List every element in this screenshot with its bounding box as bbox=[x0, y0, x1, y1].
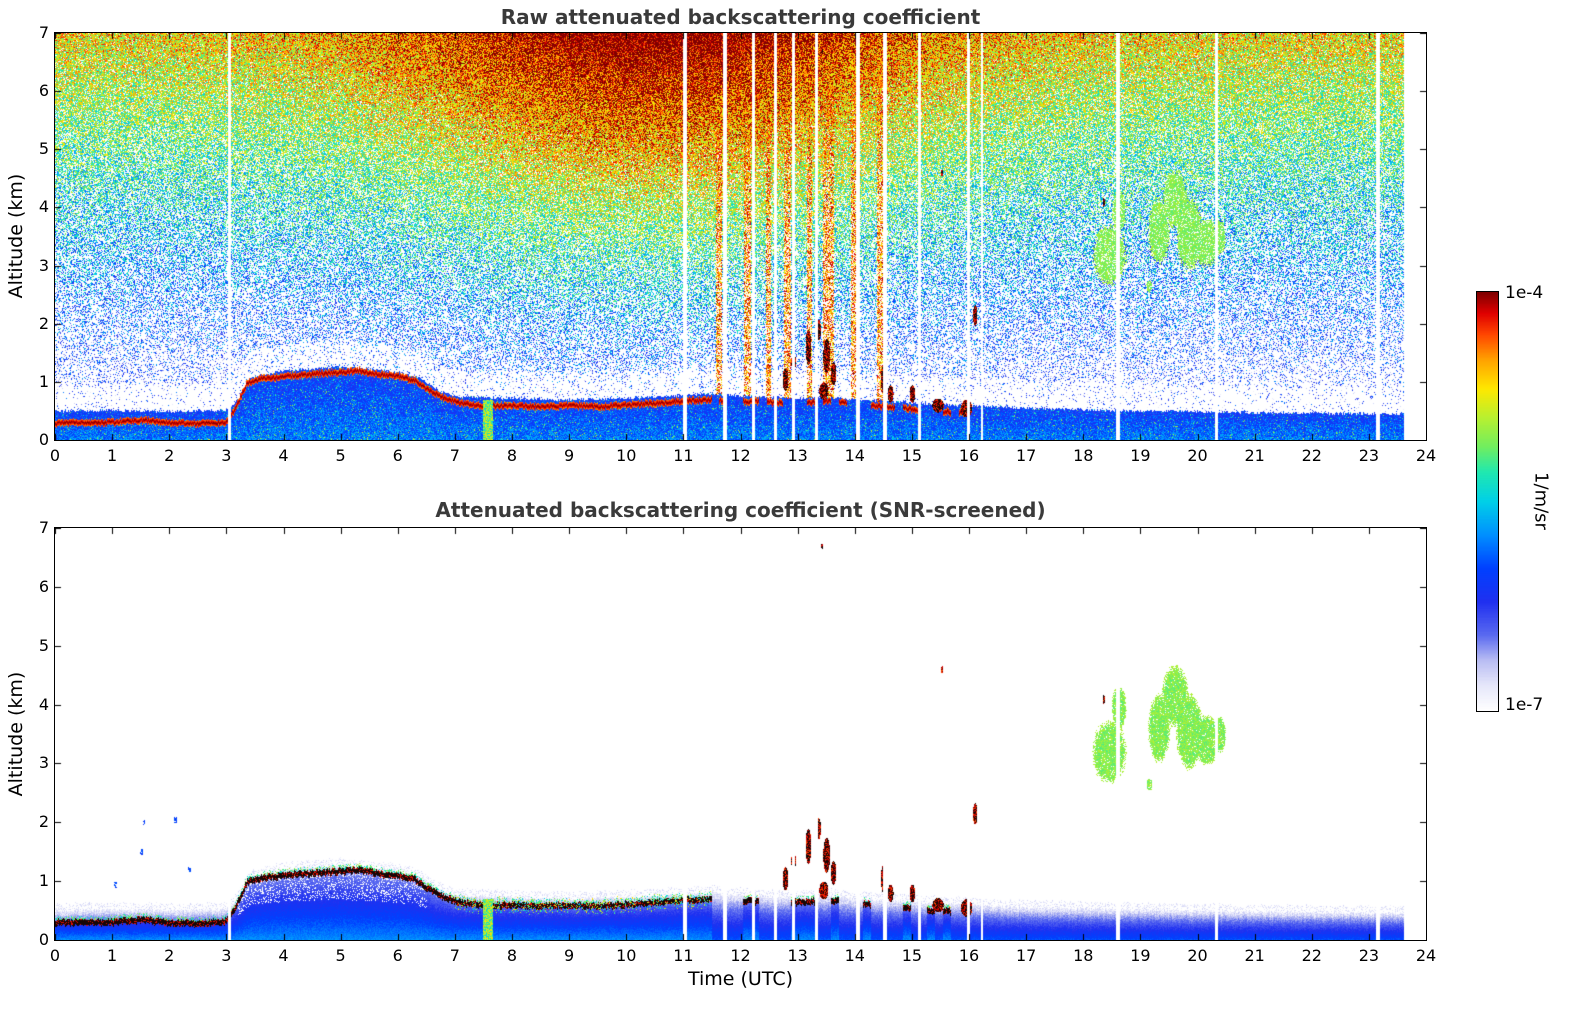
x-tick-label: 21 bbox=[1244, 946, 1265, 965]
x-tick-label: 19 bbox=[1130, 946, 1151, 965]
y-tick-label: 6 bbox=[38, 576, 49, 596]
y-tick-label: 4 bbox=[38, 694, 49, 714]
y-tick-label: 0 bbox=[38, 930, 49, 949]
y-tick-label: 2 bbox=[38, 313, 49, 333]
x-tick-label: 6 bbox=[392, 446, 403, 465]
y-tick-label: 3 bbox=[38, 255, 49, 275]
bottom-panel-title: Attenuated backscattering coefficient (S… bbox=[435, 498, 1046, 522]
colorbar-max-label: 1e-4 bbox=[1505, 283, 1544, 303]
colorbar bbox=[1476, 291, 1499, 712]
x-tick-label: 24 bbox=[1415, 446, 1437, 465]
x-tick-label: 3 bbox=[221, 446, 232, 465]
x-tick-label: 23 bbox=[1358, 446, 1380, 465]
x-axis-label: Time (UTC) bbox=[687, 968, 794, 990]
x-tick-label: 12 bbox=[730, 946, 751, 965]
y-tick-label: 1 bbox=[38, 371, 49, 391]
x-tick-label: 23 bbox=[1358, 946, 1380, 965]
y-tick-label: 7 bbox=[38, 23, 49, 42]
x-tick-label: 2 bbox=[164, 946, 175, 965]
x-tick-label: 7 bbox=[449, 446, 460, 465]
x-tick-label: 24 bbox=[1415, 946, 1437, 965]
raw-backscatter-heatmap bbox=[54, 32, 1427, 441]
x-tick-label: 13 bbox=[787, 446, 808, 465]
x-tick-label: 5 bbox=[335, 946, 346, 965]
x-tick-label: 11 bbox=[673, 446, 694, 465]
y-tick-label: 6 bbox=[38, 81, 49, 101]
x-tick-label: 9 bbox=[564, 946, 575, 965]
x-tick-label: 1 bbox=[107, 946, 118, 965]
x-tick-label: 10 bbox=[616, 946, 637, 965]
x-tick-label: 9 bbox=[564, 446, 575, 465]
x-tick-label: 14 bbox=[844, 946, 865, 965]
bottom-y-axis-label: Altitude (km) bbox=[5, 671, 27, 797]
x-tick-label: 4 bbox=[278, 946, 289, 965]
x-tick-label: 22 bbox=[1301, 946, 1322, 965]
x-tick-label: 4 bbox=[278, 446, 289, 465]
x-tick-label: 19 bbox=[1130, 446, 1151, 465]
y-tick-label: 0 bbox=[38, 430, 49, 449]
x-tick-label: 0 bbox=[49, 946, 61, 965]
x-tick-label: 16 bbox=[958, 446, 980, 465]
y-tick-label: 2 bbox=[38, 812, 49, 832]
y-tick-label: 5 bbox=[38, 635, 49, 655]
x-tick-label: 11 bbox=[673, 946, 694, 965]
y-tick-label: 1 bbox=[38, 871, 49, 891]
x-tick-label: 21 bbox=[1244, 446, 1265, 465]
colorbar-min-label: 1e-7 bbox=[1505, 695, 1544, 715]
x-tick-label: 13 bbox=[787, 946, 808, 965]
x-tick-label: 2 bbox=[164, 446, 175, 465]
x-tick-label: 18 bbox=[1073, 446, 1094, 465]
y-tick-label: 3 bbox=[38, 753, 49, 773]
x-tick-label: 15 bbox=[901, 946, 923, 965]
x-tick-label: 18 bbox=[1073, 946, 1094, 965]
x-tick-label: 17 bbox=[1015, 946, 1037, 965]
x-tick-label: 20 bbox=[1187, 946, 1208, 965]
y-tick-label: 7 bbox=[38, 518, 49, 537]
top-y-axis-label: Altitude (km) bbox=[5, 173, 27, 299]
y-tick-label: 5 bbox=[38, 139, 49, 159]
colorbar-unit-label: 1/m/sr bbox=[1530, 472, 1552, 530]
x-tick-label: 15 bbox=[901, 446, 923, 465]
x-tick-label: 1 bbox=[107, 446, 118, 465]
x-tick-label: 10 bbox=[616, 446, 637, 465]
screened-backscatter-heatmap bbox=[54, 527, 1427, 941]
x-tick-label: 5 bbox=[335, 446, 346, 465]
x-tick-label: 6 bbox=[392, 946, 403, 965]
x-tick-label: 8 bbox=[506, 946, 518, 965]
x-tick-label: 20 bbox=[1187, 446, 1208, 465]
x-tick-label: 22 bbox=[1301, 446, 1322, 465]
x-tick-label: 12 bbox=[730, 446, 751, 465]
x-tick-label: 8 bbox=[506, 446, 518, 465]
x-tick-label: 3 bbox=[221, 946, 232, 965]
x-tick-label: 7 bbox=[449, 946, 460, 965]
x-tick-label: 17 bbox=[1015, 446, 1037, 465]
x-tick-label: 14 bbox=[844, 446, 865, 465]
y-tick-label: 4 bbox=[38, 197, 49, 217]
x-tick-label: 0 bbox=[49, 446, 61, 465]
top-panel-title: Raw attenuated backscattering coefficien… bbox=[500, 5, 981, 29]
x-tick-label: 16 bbox=[958, 946, 980, 965]
